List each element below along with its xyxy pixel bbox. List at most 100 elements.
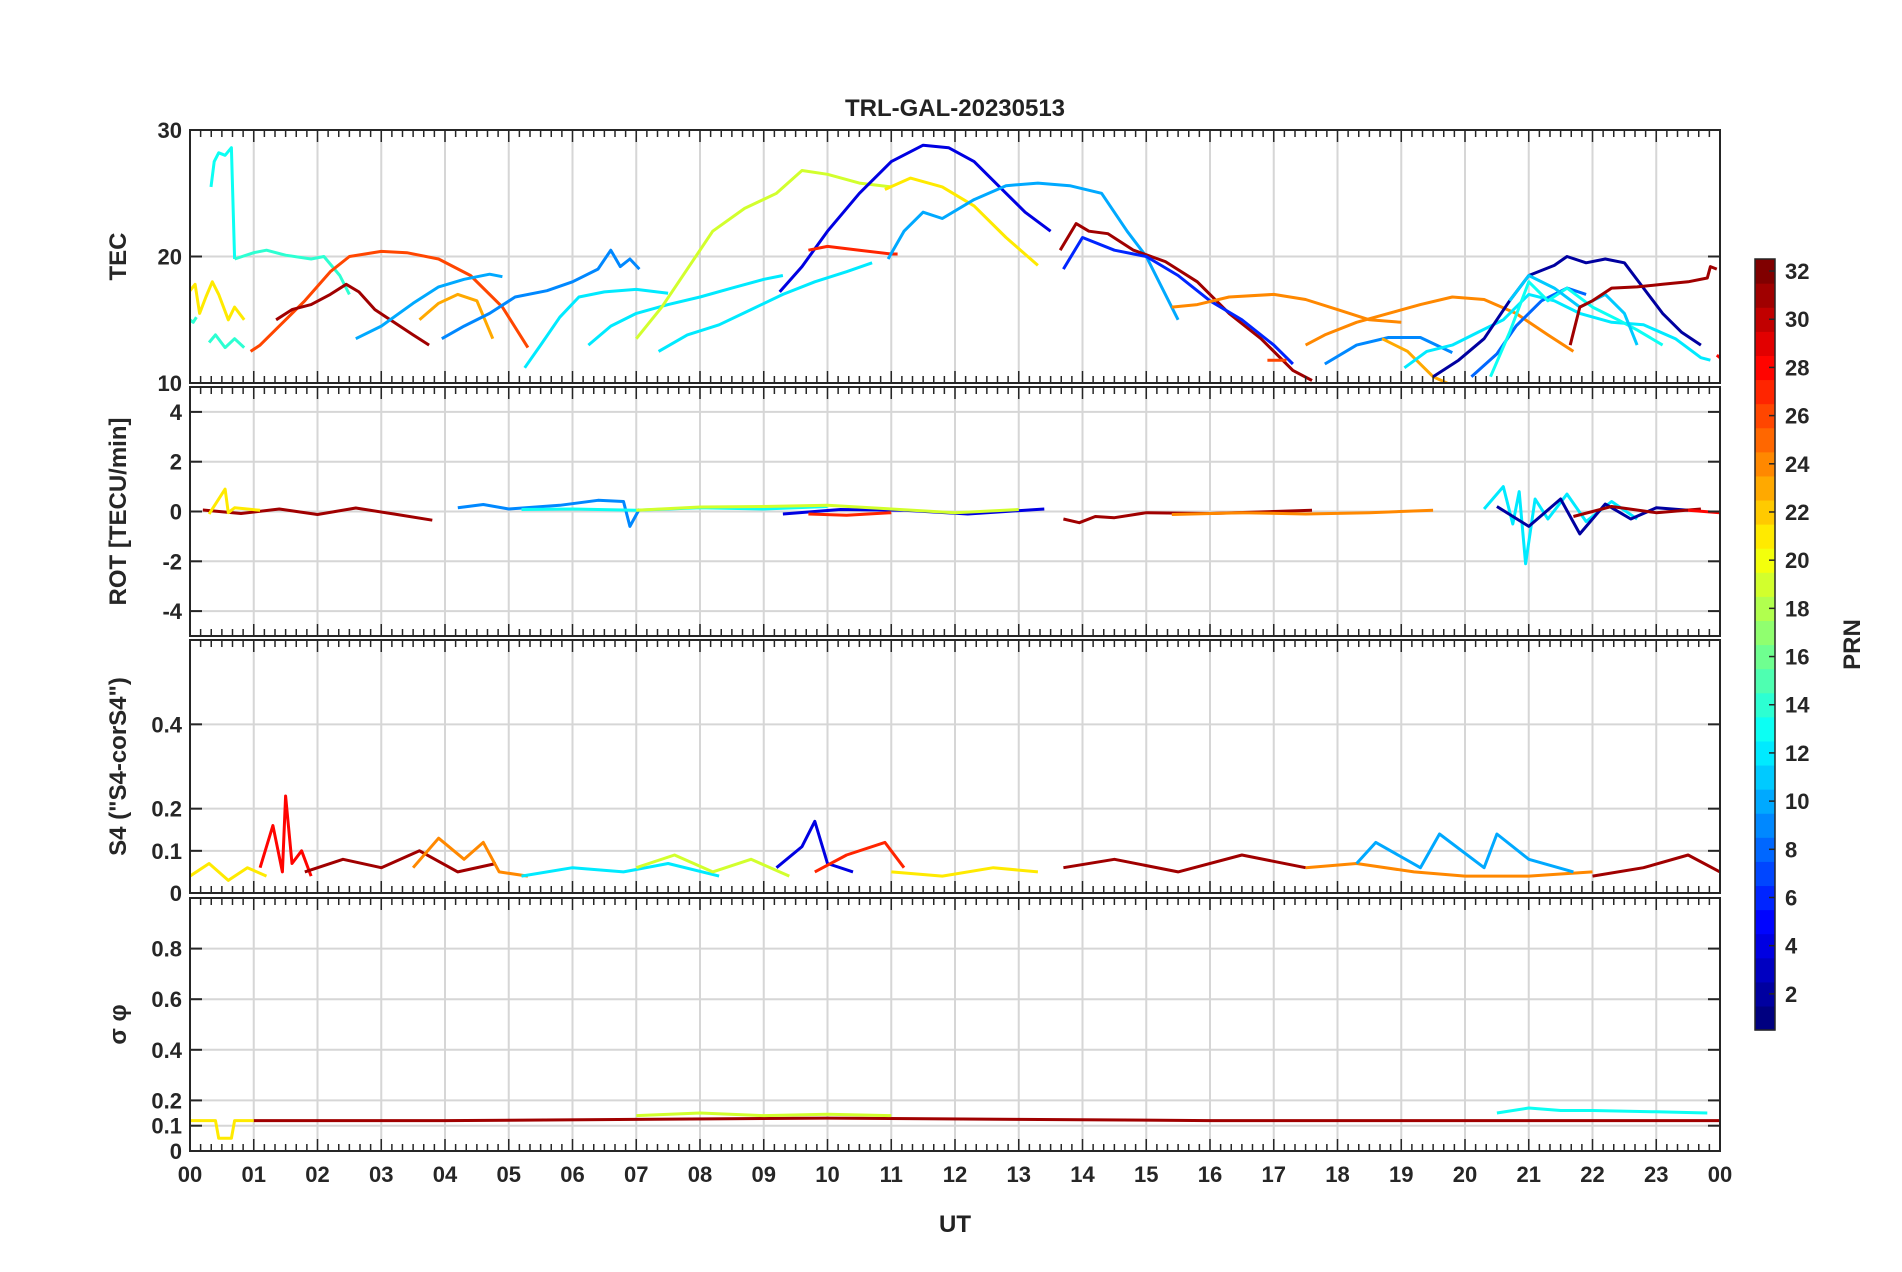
- colorbar-cell: [1755, 668, 1775, 694]
- series-line-prn-31: [202, 506, 433, 522]
- y-tick-label: 10: [158, 371, 182, 396]
- series-line-prn-4: [778, 143, 1052, 293]
- colorbar-cell: [1755, 1005, 1775, 1031]
- series-line-prn-21: [190, 280, 246, 322]
- y-axis-label: TEC: [105, 233, 132, 281]
- colorbar-cell: [1755, 331, 1775, 356]
- panel-sigma_phi: 00.10.2 0.4 0.6 0.8 σ φ 00 01 02 03 04 05 06 07 08 09 1…: [105, 897, 1732, 1187]
- colorbar-cell: [1755, 885, 1775, 911]
- x-tick-label: 13: [1007, 1162, 1031, 1187]
- y-tick-label: 30: [158, 118, 182, 143]
- y-axis-label: σ φ: [105, 1004, 132, 1044]
- x-tick-label: 16: [1198, 1162, 1222, 1187]
- colorbar-cell: [1755, 379, 1775, 405]
- series-line-prn-19: [635, 853, 790, 878]
- series-line-prn-9: [1324, 336, 1453, 366]
- series-group: [190, 143, 1720, 383]
- colorbar-cell: [1755, 548, 1775, 573]
- series-line-prn-28: [258, 794, 313, 877]
- series-line-prn-21: [891, 866, 1039, 878]
- series-line-prn-31: [253, 1116, 1720, 1123]
- colorbar-cell: [1755, 933, 1775, 959]
- colorbar-tick-label: 28: [1785, 355, 1809, 380]
- y-axis-label: S4 ("S4-corS4"): [105, 677, 132, 856]
- series-line-prn-12: [657, 261, 873, 353]
- colorbar-cell: [1755, 981, 1775, 1007]
- panel-rot: -4 -2 0 2 4 ROT [TECU/min]: [105, 386, 1721, 637]
- series-line-prn-4: [775, 819, 854, 874]
- x-tick-label: 00: [1708, 1162, 1732, 1187]
- series-line-prn-2: [1432, 255, 1702, 378]
- colorbar-cell: [1755, 716, 1775, 742]
- y-tick-label: 2: [170, 450, 182, 475]
- y-tick-label: 0.4: [151, 1038, 182, 1063]
- series-line-prn-31: [1063, 853, 1306, 874]
- y-tick-label: 20: [158, 245, 182, 270]
- series-line-prn-14: [190, 316, 198, 324]
- y-tick-label: -4: [162, 599, 182, 624]
- colorbar-tick-label: 20: [1785, 548, 1809, 573]
- colorbar-cell: [1755, 957, 1775, 983]
- x-tick-label: 06: [560, 1162, 584, 1187]
- series-line-prn-31: [275, 282, 430, 347]
- colorbar-cell: [1755, 572, 1775, 597]
- series-line-prn-9: [441, 248, 641, 341]
- series-line-prn-31: [304, 849, 497, 874]
- x-tick-label: 05: [497, 1162, 521, 1187]
- series-line-prn-12: [523, 287, 669, 369]
- colorbar-cell: [1755, 909, 1775, 935]
- colorbar-tick-label: 4: [1785, 934, 1798, 959]
- colorbar-cell: [1755, 427, 1775, 453]
- colorbar-tick-label: 10: [1785, 789, 1809, 814]
- colorbar-cell: [1755, 524, 1775, 549]
- y-tick-label: 4: [170, 400, 183, 425]
- series-line-prn-10: [355, 272, 503, 341]
- y-tick-label: 0.4: [151, 712, 182, 737]
- colorbar-cell: [1755, 355, 1775, 381]
- series-line-prn-27: [808, 244, 898, 256]
- x-tick-label: 07: [624, 1162, 648, 1187]
- x-tick-label: 08: [688, 1162, 712, 1187]
- x-tick-label: 14: [1070, 1162, 1095, 1187]
- x-tick-label: 19: [1389, 1162, 1413, 1187]
- colorbar-cell: [1755, 692, 1775, 718]
- series-line-prn-21: [190, 1119, 254, 1140]
- colorbar-tick-label: 8: [1785, 837, 1797, 862]
- colorbar-cell: [1755, 451, 1775, 477]
- colorbar-cell: [1755, 837, 1775, 862]
- series-line-prn-14: [207, 333, 246, 350]
- x-tick-label: 12: [943, 1162, 967, 1187]
- colorbar-tick-label: 22: [1785, 500, 1809, 525]
- x-tick-label: 17: [1262, 1162, 1286, 1187]
- colorbar-frame: [1754, 258, 1776, 1031]
- colorbar-label: PRN: [1839, 619, 1866, 670]
- colorbar-cell: [1755, 861, 1775, 887]
- series-line-prn-23: [1381, 337, 1451, 383]
- series-group: [190, 1106, 1720, 1140]
- series-line-prn-27: [808, 511, 892, 517]
- y-tick-label: 0.2: [151, 797, 182, 822]
- series-line-prn-10: [1355, 832, 1574, 874]
- colorbar-cell: [1755, 813, 1775, 838]
- series-line-prn-24: [1171, 508, 1434, 516]
- x-tick-label: 22: [1580, 1162, 1604, 1187]
- panel-tec: 10 20 30 TEC: [105, 118, 1721, 396]
- y-axis-label: ROT [TECU/min]: [105, 418, 132, 606]
- series-line-prn-19: [636, 1111, 892, 1118]
- colorbar-cell: [1755, 620, 1775, 646]
- series-line-prn-10: [886, 181, 1180, 321]
- x-tick-label: 10: [815, 1162, 839, 1187]
- y-tick-label: 0.8: [151, 937, 182, 962]
- series-line-prn-12: [521, 862, 720, 878]
- y-tick-label: 0: [170, 1139, 182, 1164]
- series-line-prn-6: [1062, 236, 1294, 366]
- series-line-prn-12: [1403, 292, 1711, 370]
- series-line-prn-24: [1305, 862, 1593, 878]
- x-tick-label: 11: [880, 1162, 903, 1187]
- colorbar-tick-label: 2: [1785, 982, 1797, 1007]
- series-line-prn-14: [234, 248, 351, 296]
- series-line-prn-19: [636, 503, 1019, 515]
- colorbar-tick-label: 14: [1785, 693, 1810, 718]
